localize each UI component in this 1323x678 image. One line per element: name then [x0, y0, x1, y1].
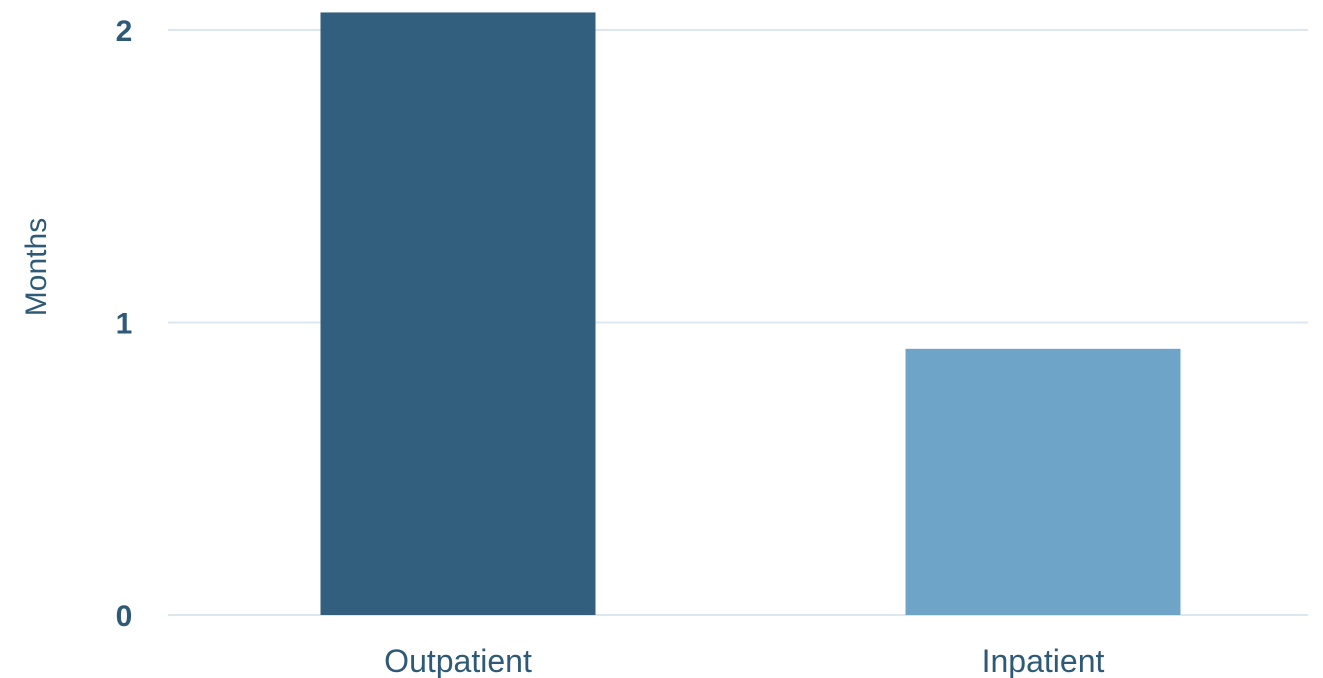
bar-inpatient [905, 348, 1181, 615]
bar-outpatient [320, 12, 596, 615]
x-category-labels: Outpatient Inpatient [384, 643, 1104, 678]
y-tick-labels: 0 1 2 [116, 15, 133, 633]
x-category-label-inpatient: Inpatient [982, 643, 1105, 678]
y-axis-title: Months [20, 218, 53, 316]
x-category-label-outpatient: Outpatient [384, 643, 532, 678]
bars [320, 12, 1181, 615]
y-tick-label-2: 2 [116, 15, 133, 48]
y-tick-label-0: 0 [116, 600, 133, 633]
y-tick-label-1: 1 [116, 308, 133, 341]
